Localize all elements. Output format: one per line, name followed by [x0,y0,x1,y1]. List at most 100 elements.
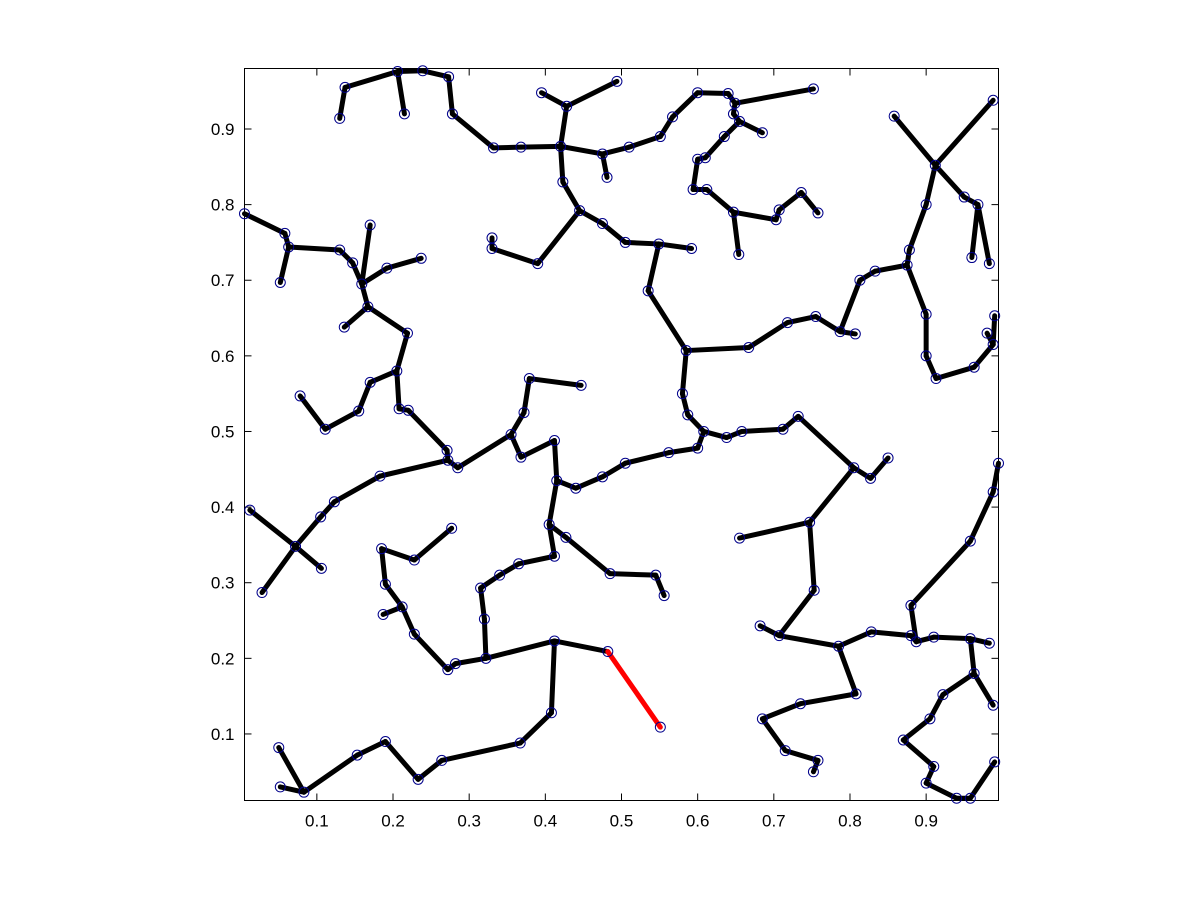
tree-edge [395,68,426,75]
tree-node [692,87,704,99]
tree-edge [491,144,524,151]
tree-edge [365,304,410,336]
tree-node [981,327,993,339]
tree-node [548,635,560,647]
tree-node [897,734,909,746]
tree-node [812,754,824,766]
tree-node [903,244,915,256]
y-tick-label: 0.4 [211,498,235,517]
tree-edge [551,438,560,484]
y-tick-label: 0.7 [211,271,235,290]
tree-node [989,310,1001,322]
tree-node [283,241,295,253]
tree-node [244,504,256,516]
tree-edge [322,408,362,432]
tree-node [773,630,785,642]
tree-node [353,405,365,417]
tree-edge [558,103,570,149]
tree-edge [359,281,371,310]
tree-edge [350,260,365,287]
tree-edge [286,244,343,253]
tree-edge [337,247,356,266]
tree-node [596,148,608,160]
tree-edge [449,111,497,151]
tree-node [905,599,917,611]
tree-node [920,199,932,211]
tree-node [398,108,410,120]
tree-node [279,227,291,239]
tree-node [654,721,666,733]
tree-node [256,587,268,599]
tree-node [756,127,768,139]
tree-node [987,339,999,351]
tree-edge [377,457,451,479]
tree-node [727,108,739,120]
tree-edge [732,86,816,106]
tree-node [882,452,894,464]
tree-node [692,442,704,454]
tree-node [393,403,405,415]
tree-edge [969,202,981,261]
tree-edge [932,97,996,168]
tree-node [964,792,976,804]
tree-node [951,792,963,804]
tree-node [412,773,424,785]
tree-edge [721,118,743,140]
tree-node [319,423,331,435]
tree-node [968,361,980,373]
tree-edge [933,364,977,382]
tree-edge [701,428,730,441]
tree-node [888,110,900,122]
tree-node [920,308,932,320]
tree-edge [394,368,402,412]
tree-edge [411,525,455,563]
tree-edge [622,239,662,247]
tree-node [920,777,932,789]
tree-node [779,745,791,757]
tree-node [721,432,733,444]
tree-node [667,111,679,123]
tree-node [339,81,351,93]
plot-frame [244,68,999,801]
tree-node [408,628,420,640]
tree-node [989,756,1001,768]
tree-node [442,664,454,676]
tree-node [239,208,250,220]
tree-edge [975,202,992,267]
tree-node [402,404,414,416]
tree-node [849,328,861,340]
y-axis: 0.1 0.2 0.3 0.4 0.5 0.6 0.7 0.8 0.9 [211,120,999,744]
tree-node [983,258,995,270]
tree-edge [622,450,672,466]
tree-edge [247,507,299,549]
y-tick-label: 0.6 [211,347,235,366]
x-tick-label: 0.1 [305,812,329,831]
tree-node [964,535,976,547]
tree-edge [904,247,912,268]
tree-node [869,265,881,277]
tree-node [518,407,530,419]
tree-edge [379,546,388,587]
tree-node [374,470,386,482]
tree-edge [548,638,557,716]
tree-edge [656,241,695,251]
tree-edge [518,438,557,460]
tree-node [987,699,999,711]
tree-edge [560,179,583,214]
tree-edge [931,634,973,642]
tree-node [362,301,374,313]
tree-node [833,640,845,652]
tree-node [773,204,785,216]
tree-edge [891,113,938,168]
tree-node [401,327,413,339]
tree-node [983,637,995,649]
tree-edge [776,587,817,639]
tree-edge [923,353,939,382]
tree-node [794,698,806,710]
tree-edge [301,752,360,795]
tree-edge [599,460,628,480]
tree-edge [868,455,891,481]
tree-edge [259,543,299,596]
tree-node [770,214,782,226]
